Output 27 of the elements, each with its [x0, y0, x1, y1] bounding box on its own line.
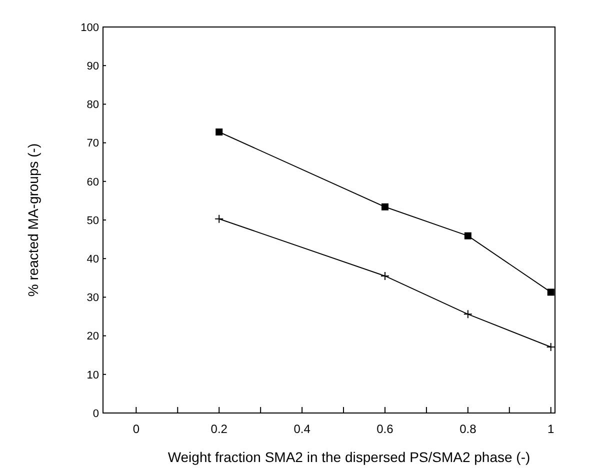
point — [464, 232, 472, 240]
y-tick-label: 40 — [86, 253, 99, 266]
point — [214, 214, 224, 224]
y-tick-label: 60 — [86, 176, 99, 188]
y-axis-title: % reacted MA-groups (-) — [25, 143, 41, 297]
y-tick-label: 100 — [80, 22, 99, 34]
point — [546, 342, 556, 352]
x-axis-title: Weight fraction SMA2 in the dispersed PS/SMA2 phase (-) — [168, 449, 530, 465]
y-tick-label: 50 — [86, 214, 99, 227]
x-tick-label: 0.2 — [210, 422, 228, 436]
y-tick-label: 30 — [86, 292, 99, 304]
point — [381, 203, 388, 210]
x-tick-label: 1 — [548, 422, 555, 436]
point — [216, 128, 223, 136]
point — [463, 310, 472, 319]
y-tick-label: 20 — [86, 330, 99, 343]
x-tick-label: 0 — [132, 422, 140, 436]
y-tick-label: 70 — [86, 138, 99, 150]
x-tick-label: 0.8 — [460, 422, 477, 436]
y-tick-label: 10 — [86, 369, 99, 382]
point — [380, 271, 390, 280]
y-tick-label: 0 — [92, 408, 99, 420]
x-tick-label: 0.4 — [294, 422, 311, 436]
y-tick-label: 90 — [86, 60, 99, 72]
x-tick-label: 0.6 — [376, 422, 394, 436]
point — [547, 288, 554, 296]
y-tick-label: 80 — [86, 99, 99, 112]
